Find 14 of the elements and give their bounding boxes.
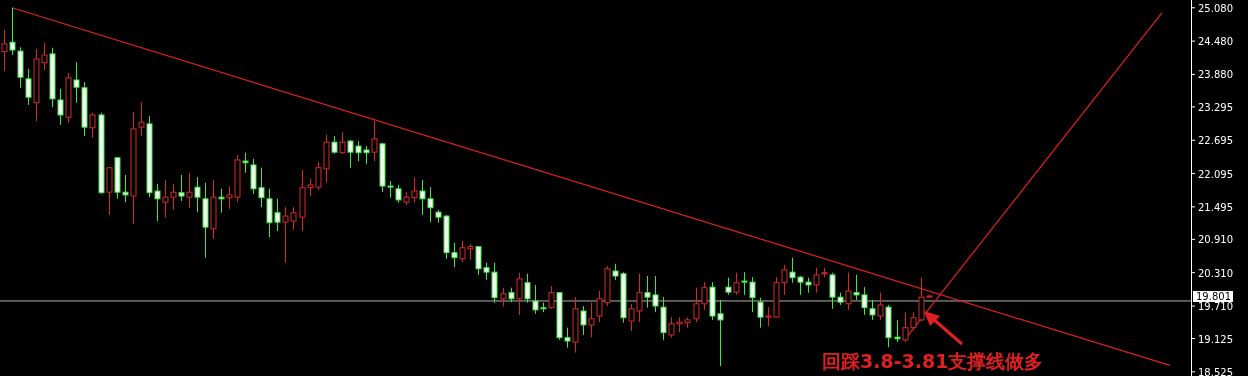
y-tick-label: 25.080	[1198, 2, 1233, 14]
y-tick-label: 19.710	[1198, 301, 1233, 313]
y-tick-label: 21.495	[1198, 201, 1233, 213]
y-tick-label: 18.525	[1198, 366, 1233, 376]
y-tick-label: 20.910	[1198, 234, 1233, 246]
y-tick-label: 22.095	[1198, 168, 1233, 180]
y-tick-label: 23.880	[1198, 69, 1233, 81]
y-tick-label: 22.695	[1198, 135, 1233, 147]
y-tick-label: 24.480	[1198, 36, 1233, 48]
ref-line-label: 19.801	[1196, 290, 1231, 302]
y-tick-label: 23.295	[1198, 101, 1233, 113]
y-tick-label: 19.125	[1198, 333, 1233, 345]
annotation: 回踩3.8-3.81支撑线做多	[822, 350, 1044, 372]
y-tick-label: 20.310	[1198, 267, 1233, 279]
